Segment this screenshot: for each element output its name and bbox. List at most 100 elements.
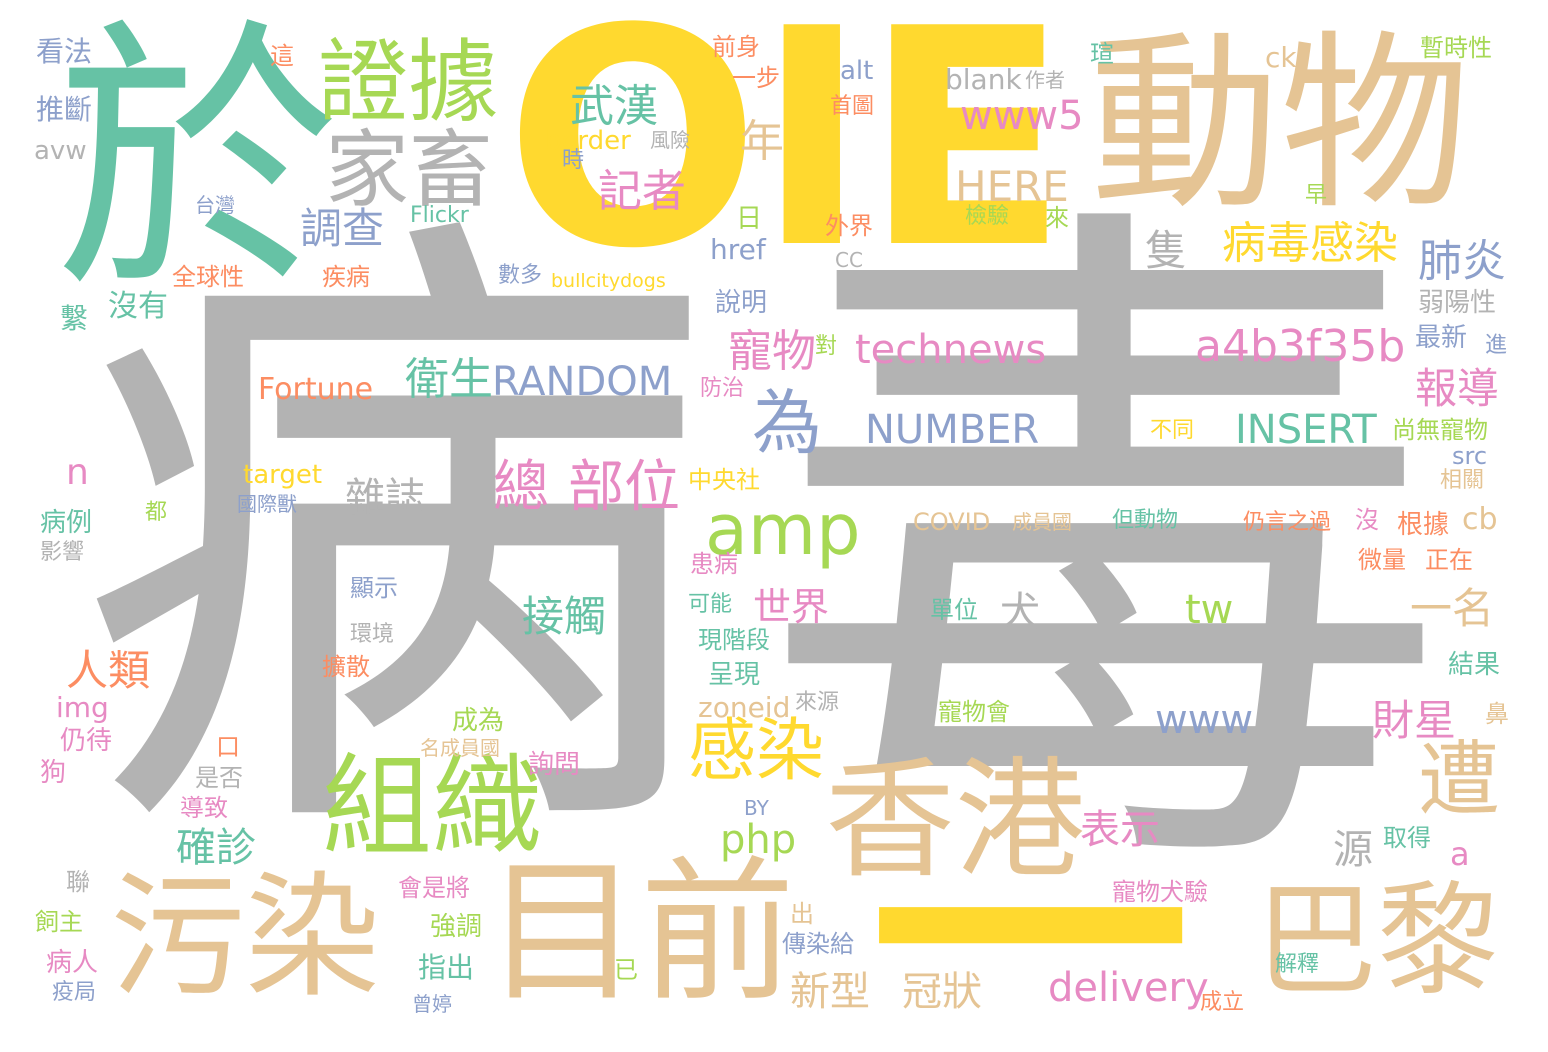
word-yuan: 源 bbox=[1333, 827, 1373, 873]
word-qianshen: 前身 bbox=[712, 33, 760, 61]
word-xianggang: 香港 bbox=[825, 744, 1086, 896]
word-waijie: 外界 bbox=[825, 212, 873, 240]
word-yiming: 一名 bbox=[1410, 584, 1495, 633]
word-biaoshi: 表示 bbox=[1080, 807, 1160, 853]
word-fortune: Fortune bbox=[258, 372, 374, 407]
word-php: php bbox=[720, 817, 797, 863]
word-chengli: 成立 bbox=[1200, 990, 1245, 1015]
word-zhe: 這 bbox=[270, 42, 294, 70]
word-wuran: 污染 bbox=[110, 859, 380, 1016]
word-random: RANDOM bbox=[492, 359, 673, 405]
word-chongwuhui: 寵物會 bbox=[938, 698, 1010, 726]
word-daozhi: 導致 bbox=[180, 794, 228, 822]
word-yi: 一 bbox=[870, 754, 1190, 1052]
word-buwei: 部位 bbox=[568, 455, 680, 520]
word-ruoyangxing: 弱陽性 bbox=[1418, 288, 1497, 318]
word-cc: CC bbox=[835, 248, 863, 272]
word-fangzhi: 防治 bbox=[700, 376, 745, 401]
word-xianshi: 顯示 bbox=[350, 574, 398, 602]
word-baodao: 報導 bbox=[1415, 364, 1500, 413]
word-yingxiang: 影響 bbox=[40, 540, 85, 565]
word-by: BY bbox=[744, 796, 769, 820]
word-huanbing: 患病 bbox=[690, 550, 738, 578]
word-xinxing: 新型 bbox=[790, 969, 870, 1015]
word-zao: 遭 bbox=[1418, 733, 1501, 828]
word-fengxian: 風險 bbox=[650, 128, 690, 152]
word-mingchengyuanguo: 名成員國 bbox=[420, 736, 500, 760]
word-a4b3f35b: a4b3f35b bbox=[1195, 321, 1406, 372]
word-blank: blank bbox=[945, 63, 1022, 96]
word-bing: 病 bbox=[75, 167, 715, 912]
word-zuzhi: 組織 bbox=[322, 743, 542, 871]
word-zazhi: 雜誌 bbox=[345, 475, 425, 521]
word-siZhu: 飼主 bbox=[35, 908, 83, 936]
word-jiachu: 家畜 bbox=[325, 121, 494, 219]
word-kuosan: 擴散 bbox=[322, 653, 370, 681]
word-nian: 年 bbox=[740, 116, 784, 167]
word-chongwuquanyan: 寵物犬驗 bbox=[1112, 878, 1208, 906]
word-huishijiang: 會是將 bbox=[398, 874, 470, 902]
word-dui: 對 bbox=[815, 334, 838, 359]
word-here: HERE bbox=[955, 162, 1069, 211]
word-butong: 不同 bbox=[1150, 418, 1195, 443]
word-alt: alt bbox=[840, 56, 874, 86]
word-jieshi: 解釋 bbox=[1275, 952, 1320, 977]
word-zhongyangshe: 中央社 bbox=[688, 466, 760, 494]
word-bingduganran: 病毒感染 bbox=[1222, 218, 1398, 269]
word-shijie: 世界 bbox=[753, 585, 830, 629]
word-chongwu: 寵物 bbox=[728, 326, 816, 377]
word-jizhe: 記者 bbox=[598, 166, 686, 217]
word-jieguo: 結果 bbox=[1448, 650, 1501, 680]
word-zao2: 早 bbox=[1305, 183, 1328, 208]
word-dou: 都 bbox=[145, 500, 168, 525]
word-du: 毒 bbox=[760, 153, 1450, 956]
word-ri: 日 bbox=[736, 204, 763, 234]
word-lai: 來 bbox=[1045, 204, 1069, 232]
word-jiechu: 接觸 bbox=[522, 592, 607, 641]
word-shi: 時 bbox=[562, 148, 585, 173]
word-shuoming: 說明 bbox=[715, 288, 768, 318]
word-guojishou: 國際獸 bbox=[237, 492, 297, 516]
word-zhichu: 指出 bbox=[418, 951, 475, 984]
word-xunwen: 詢問 bbox=[528, 750, 581, 780]
word-zuixin: 最新 bbox=[1415, 323, 1468, 353]
word-bali: 巴黎 bbox=[1255, 870, 1499, 1012]
word-rengyanzhiguo: 仍言之過 bbox=[1243, 510, 1332, 535]
word-jibing: 疾病 bbox=[322, 263, 370, 291]
word-kou: 口 bbox=[216, 733, 240, 761]
word-bingli: 病例 bbox=[40, 508, 93, 538]
word-a: a bbox=[1450, 835, 1470, 873]
word-taiwan: 台灣 bbox=[195, 193, 235, 217]
word-number: NUMBER bbox=[865, 407, 1040, 453]
word-bi: 鼻 bbox=[1485, 700, 1509, 728]
word-wuhan: 武漢 bbox=[570, 81, 658, 132]
word-www5: www5 bbox=[960, 93, 1084, 139]
word-caixing: 財星 bbox=[1372, 696, 1457, 745]
word-mei: 沒 bbox=[1355, 506, 1379, 534]
word-oie: OIE bbox=[505, 0, 1069, 314]
word-insert: INSERT bbox=[1235, 407, 1377, 453]
word-chengyuanguo: 成員國 bbox=[1012, 510, 1072, 534]
word-guanzhuang: 冠狀 bbox=[902, 969, 982, 1015]
word-feiyan: 肺炎 bbox=[1418, 236, 1506, 287]
word-kanfa: 看法 bbox=[36, 35, 93, 68]
word-lian: 聯 bbox=[66, 868, 90, 896]
word-xi: 繫 bbox=[60, 302, 89, 335]
word-img: img bbox=[56, 691, 109, 724]
word-yu: 於 bbox=[55, 0, 340, 328]
word-zong: 總 bbox=[493, 455, 549, 520]
word-jianyan: 檢驗 bbox=[965, 204, 1010, 229]
word-gou: 狗 bbox=[40, 758, 67, 788]
word-ck: ck bbox=[1265, 41, 1297, 74]
word-quezhen: 確診 bbox=[176, 825, 256, 871]
word-covid: COVID bbox=[913, 508, 991, 536]
word-tw: tw bbox=[1185, 587, 1234, 633]
word-flickr: Flickr bbox=[410, 203, 469, 228]
word-shangwuchongwu: 尚無寵物 bbox=[1392, 416, 1488, 444]
word-n: n bbox=[66, 452, 89, 493]
word-genju: 根據 bbox=[1397, 510, 1450, 540]
word-border: border bbox=[545, 126, 631, 156]
word-danwei: 單位 bbox=[930, 596, 978, 624]
word-rengdai: 仍待 bbox=[60, 726, 113, 756]
